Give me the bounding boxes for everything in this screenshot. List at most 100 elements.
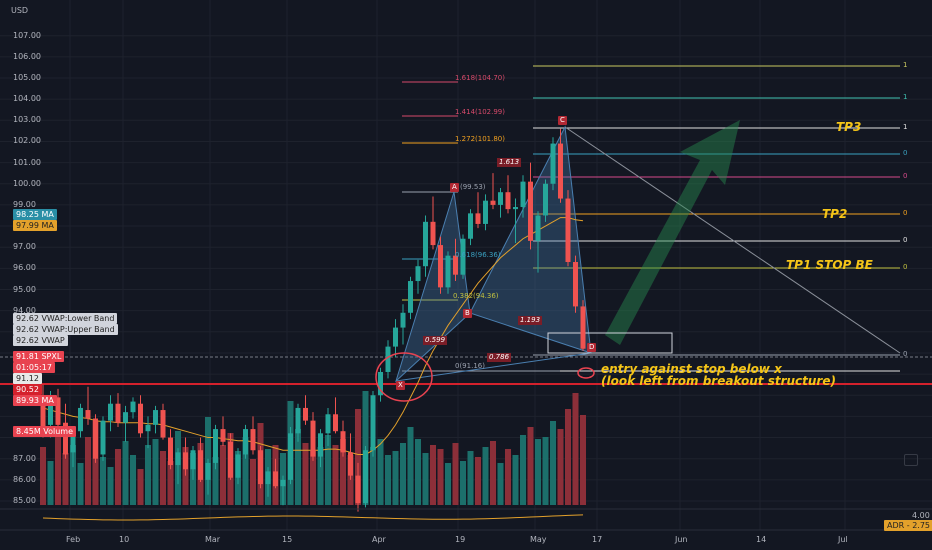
volume-bar	[242, 437, 249, 505]
y-tick-label: 97.00	[13, 242, 36, 252]
y-tick-label: 107.00	[13, 30, 41, 40]
y-tick-label: 101.00	[13, 157, 41, 167]
x-tick-label: 15	[282, 535, 293, 544]
candle-body	[93, 418, 98, 459]
adr-badge[interactable]: ADR - 2.75	[884, 520, 932, 531]
volume-bar	[542, 437, 549, 505]
candle-body	[190, 450, 196, 470]
vwap-badge[interactable]: 92.62 VWAP	[13, 335, 68, 346]
candle-body	[370, 395, 376, 451]
target-level-label: 0	[903, 149, 908, 157]
volume-bar	[452, 443, 459, 505]
candle-body	[288, 433, 293, 480]
candle-body	[483, 200, 488, 224]
candle-body	[55, 397, 61, 425]
volume-bar	[512, 455, 519, 505]
point-b: B	[463, 309, 472, 318]
candle-body	[505, 192, 511, 210]
candle-body	[48, 399, 53, 425]
volume-bar	[490, 441, 496, 505]
candle-body	[423, 221, 428, 267]
fib-label-0382: 0.382(94.36)	[453, 292, 499, 300]
ratio-1193: 1.193	[518, 316, 543, 325]
volume-bar	[325, 435, 331, 505]
candle-body	[295, 407, 301, 434]
trend-line	[564, 126, 901, 354]
candle-body	[453, 255, 458, 275]
volume-bar	[400, 443, 406, 505]
ma-badge-3[interactable]: 89.93 MA	[13, 395, 57, 406]
volume-bar	[250, 459, 256, 505]
candle-body	[130, 401, 136, 413]
candle-body	[565, 198, 571, 263]
candle-body	[393, 327, 398, 347]
candle-body	[273, 471, 278, 487]
candle-body	[340, 431, 346, 453]
ma-badge-1[interactable]: 98.25 MA	[13, 209, 57, 220]
candle-body	[348, 452, 353, 476]
x-tick-label: 14	[756, 535, 767, 544]
volume-bar	[520, 435, 526, 505]
level-badge-2: 90.52	[13, 384, 42, 395]
volume-bar	[430, 445, 436, 505]
candle-body	[535, 215, 541, 241]
volume-bar	[295, 429, 301, 505]
volume-bar	[415, 439, 421, 505]
candle-body	[265, 471, 271, 485]
y-tick-label: 96.00	[13, 263, 36, 273]
volume-bar	[460, 461, 466, 505]
volume-bar	[130, 455, 136, 505]
candle-body	[318, 433, 323, 457]
candle-body	[228, 441, 233, 478]
volume-bar	[445, 463, 451, 505]
candle-body	[408, 281, 413, 313]
candle-body	[78, 407, 83, 432]
fib-label-1618: 1.618(104.70)	[455, 74, 505, 82]
volume-bar	[497, 463, 504, 505]
adr-line	[42, 514, 584, 521]
x-tick-label: Jul	[838, 535, 848, 544]
fib-label-0: 0(91.16)	[455, 362, 485, 370]
entry-zone-box	[547, 332, 673, 354]
candle-body	[235, 454, 241, 478]
candle-body	[460, 238, 466, 275]
x-tick-label: 17	[592, 535, 603, 544]
candle-body	[100, 420, 106, 455]
stop-circle	[577, 367, 595, 379]
candle-body	[385, 346, 391, 372]
volume-bar	[475, 457, 481, 505]
volume-bar	[70, 445, 76, 505]
ma-badge-2[interactable]: 97.99 MA	[13, 220, 57, 231]
volume-bar	[482, 447, 489, 505]
vwap-lower-badge[interactable]: 92.62 VWAP:Lower Band	[13, 313, 118, 324]
volume-bar	[565, 409, 571, 505]
fib-label-1414: 1.414(102.99)	[455, 108, 505, 116]
volume-bar	[535, 439, 541, 505]
candle-body	[513, 207, 518, 210]
volume-bar	[302, 443, 309, 505]
x-tick-label: 10	[119, 535, 130, 544]
vwap-upper-badge[interactable]: 92.62 VWAP:Upper Band	[13, 324, 118, 335]
candle-body	[198, 450, 203, 480]
y-tick-label: 85.00	[13, 496, 36, 505]
candle-body	[310, 420, 316, 457]
volume-badge[interactable]: 8.45M Volume	[13, 426, 77, 437]
candle-body	[213, 429, 218, 463]
y-tick-label: 104.00	[13, 94, 41, 104]
x-tick-label: Jun	[675, 535, 688, 544]
volume-bar	[107, 467, 114, 505]
candle-body	[333, 414, 338, 432]
navigate-icon[interactable]	[904, 454, 918, 466]
volume-bar	[340, 439, 346, 505]
candle-body	[153, 410, 158, 425]
candle-body	[70, 431, 76, 453]
x-tick-label: Feb	[66, 535, 81, 544]
volume-bar	[467, 451, 474, 505]
price-badge[interactable]: 91.81 SPXL	[13, 351, 65, 362]
target-level-label: 0	[903, 236, 908, 244]
point-x: X	[396, 381, 405, 390]
volume-bar	[167, 461, 174, 505]
volume-bar	[92, 421, 99, 505]
